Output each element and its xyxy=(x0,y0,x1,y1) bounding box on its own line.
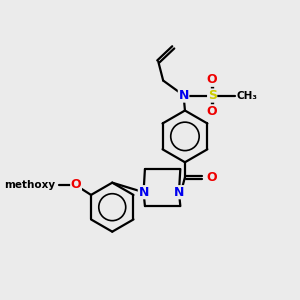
Text: methoxy: methoxy xyxy=(4,180,56,190)
Text: O: O xyxy=(207,105,217,118)
Text: CH₃: CH₃ xyxy=(237,91,258,100)
Text: N: N xyxy=(174,186,184,199)
Text: O: O xyxy=(207,73,217,86)
Text: O: O xyxy=(206,171,217,184)
Text: N: N xyxy=(138,186,149,199)
Text: N: N xyxy=(178,89,189,102)
Text: S: S xyxy=(208,89,217,102)
Text: O: O xyxy=(71,178,81,191)
